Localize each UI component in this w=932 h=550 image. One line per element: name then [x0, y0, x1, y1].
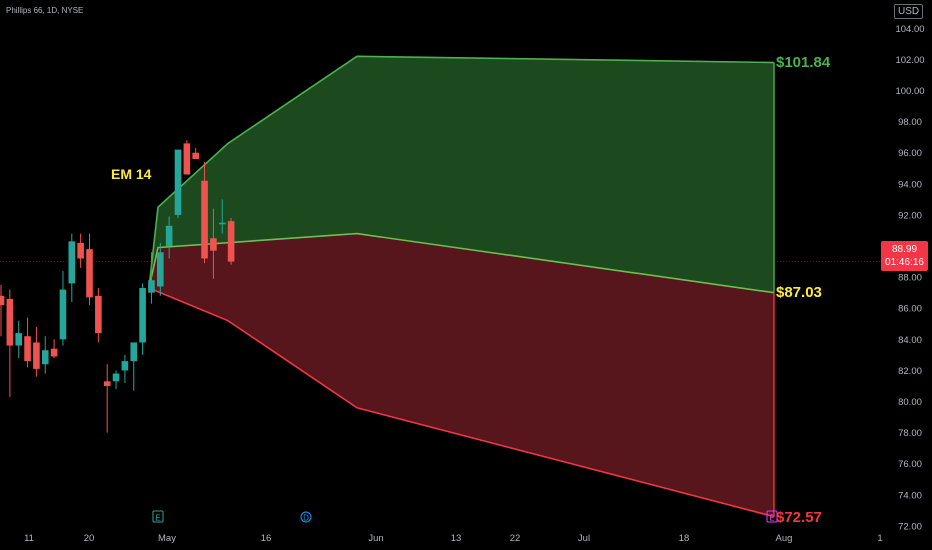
candle-body — [50, 348, 58, 357]
x-tick-label: Aug — [776, 533, 793, 544]
x-tick-label: May — [158, 533, 176, 544]
lower-target-label: $72.57 — [776, 509, 822, 526]
y-tick-label: 74.00 — [898, 490, 922, 501]
y-tick-label: 82.00 — [898, 366, 922, 377]
cone-label: EM 14 — [111, 166, 152, 182]
y-tick-label: 72.00 — [898, 521, 922, 532]
candle-body — [103, 381, 111, 386]
lower-cone-fill — [149, 233, 774, 517]
y-tick-label: 88.00 — [898, 273, 922, 284]
y-tick-label: 92.00 — [898, 210, 922, 221]
candle-body — [6, 298, 14, 346]
x-tick-label: 16 — [261, 533, 272, 544]
y-tick-label: 80.00 — [898, 397, 922, 408]
candle-body — [148, 280, 155, 293]
last-price-label: 88.99 01:46:16 — [881, 241, 928, 271]
candle-body — [86, 249, 93, 298]
event-marker-letter: D — [303, 514, 309, 523]
x-tick-label: 22 — [510, 533, 521, 544]
y-tick-label: 102.00 — [895, 55, 924, 66]
x-tick-label: 13 — [451, 533, 462, 544]
candle-body — [183, 143, 191, 175]
candle-body — [0, 295, 5, 306]
candle-body — [24, 336, 31, 362]
candle-body — [157, 252, 164, 287]
last-price-value: 88.99 — [891, 244, 918, 255]
candles-group — [0, 140, 235, 433]
y-tick-label: 100.00 — [895, 86, 924, 97]
candle-body — [95, 295, 102, 334]
y-tick-label: 94.00 — [898, 179, 922, 190]
y-tick-label: 96.00 — [898, 148, 922, 159]
candle-body — [201, 180, 208, 259]
dividend-marker-icon — [300, 511, 312, 523]
earnings-marker-icon — [766, 510, 778, 523]
bar-countdown: 01:46:16 — [885, 257, 924, 268]
candle-body — [15, 333, 22, 346]
candle-body — [41, 350, 49, 365]
candle-body — [59, 289, 67, 340]
x-tick-label: 18 — [679, 533, 690, 544]
candle-body — [210, 238, 217, 251]
candle-body — [77, 242, 84, 259]
candle-body — [227, 221, 235, 262]
lower-cone-line — [148, 287, 775, 518]
y-tick-label: 104.00 — [895, 24, 924, 35]
x-tick-label: 1 — [877, 533, 882, 544]
y-tick-label: 86.00 — [898, 304, 922, 315]
y-tick-label: 76.00 — [898, 459, 922, 470]
y-tick-label: 98.00 — [898, 117, 922, 128]
mid-cone-line — [148, 232, 775, 294]
candle-body — [68, 241, 76, 284]
y-tick-label: 84.00 — [898, 335, 922, 346]
candle-body — [165, 225, 173, 247]
mid-target-label: $87.03 — [776, 284, 822, 301]
candle-body — [130, 342, 138, 362]
candle-body — [33, 342, 40, 369]
candle-body — [174, 149, 182, 215]
candle-body — [192, 152, 199, 159]
symbol-header: Phillips 66, 1D, NYSE — [6, 6, 84, 15]
event-marker-letter: E — [155, 514, 160, 523]
candle-body — [139, 288, 146, 343]
y-tick-label: 78.00 — [898, 428, 922, 439]
x-tick-label: 11 — [24, 533, 34, 544]
upper-cone-line — [148, 55, 775, 289]
x-tick-label: Jul — [578, 533, 590, 544]
candle-body — [218, 222, 226, 225]
earnings-marker-icon — [152, 510, 164, 523]
x-tick-label: Jun — [368, 533, 383, 544]
candle-body — [112, 373, 120, 382]
upper-target-label: $101.84 — [776, 54, 831, 71]
x-tick-label: 20 — [84, 533, 95, 544]
event-marker-letter: E — [769, 514, 774, 523]
upper-cone-fill — [149, 56, 774, 293]
currency-button[interactable]: USD — [894, 4, 924, 19]
candle-body — [121, 361, 129, 371]
